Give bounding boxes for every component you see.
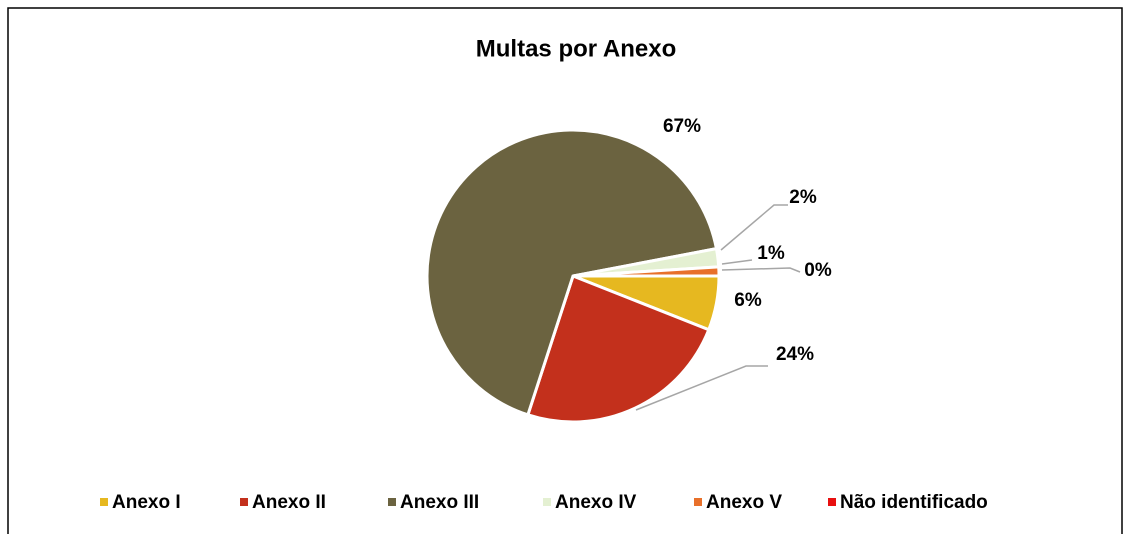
legend-label: Anexo I	[112, 492, 181, 513]
pie-slice	[425, 128, 719, 417]
data-label: 67%	[663, 116, 701, 137]
legend-swatch	[100, 498, 108, 506]
legend-swatch	[828, 498, 836, 506]
leader-line	[721, 259, 753, 265]
legend-label: Não identificado	[840, 492, 988, 513]
leader-line	[635, 365, 768, 411]
legend-swatch	[694, 498, 702, 506]
legend-label: Anexo III	[400, 492, 479, 513]
chart-border	[7, 7, 1123, 534]
legend-swatch	[388, 498, 396, 506]
pie-slice	[525, 274, 711, 424]
legend-label: Anexo II	[252, 492, 326, 513]
data-label: 2%	[789, 187, 817, 208]
leader-line	[721, 267, 801, 273]
legend-label: Anexo IV	[555, 492, 637, 513]
data-label: 6%	[734, 290, 762, 311]
chart-title: Multas por Anexo	[476, 35, 676, 62]
leader-line	[720, 204, 788, 251]
legend-swatch	[240, 498, 248, 506]
data-label: 0%	[804, 260, 832, 281]
data-label: 24%	[776, 344, 814, 365]
data-label: 1%	[757, 243, 785, 264]
legend-swatch	[543, 498, 551, 506]
legend-label: Anexo V	[706, 492, 782, 513]
